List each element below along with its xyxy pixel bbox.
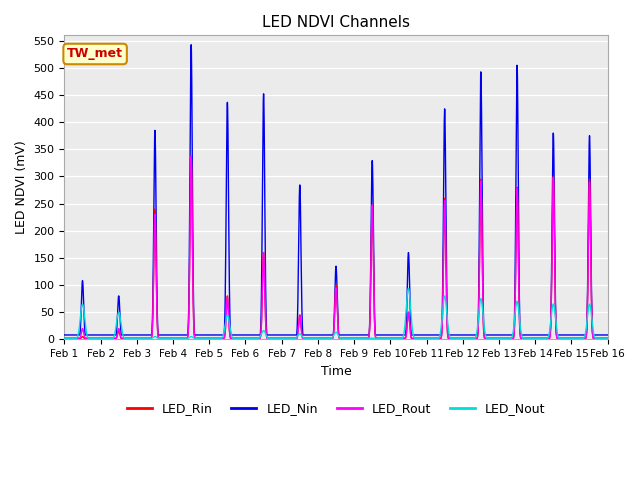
Text: TW_met: TW_met	[67, 48, 123, 60]
Y-axis label: LED NDVI (mV): LED NDVI (mV)	[15, 141, 28, 234]
Title: LED NDVI Channels: LED NDVI Channels	[262, 15, 410, 30]
X-axis label: Time: Time	[321, 365, 351, 378]
Legend: LED_Rin, LED_Nin, LED_Rout, LED_Nout: LED_Rin, LED_Nin, LED_Rout, LED_Nout	[122, 397, 550, 420]
